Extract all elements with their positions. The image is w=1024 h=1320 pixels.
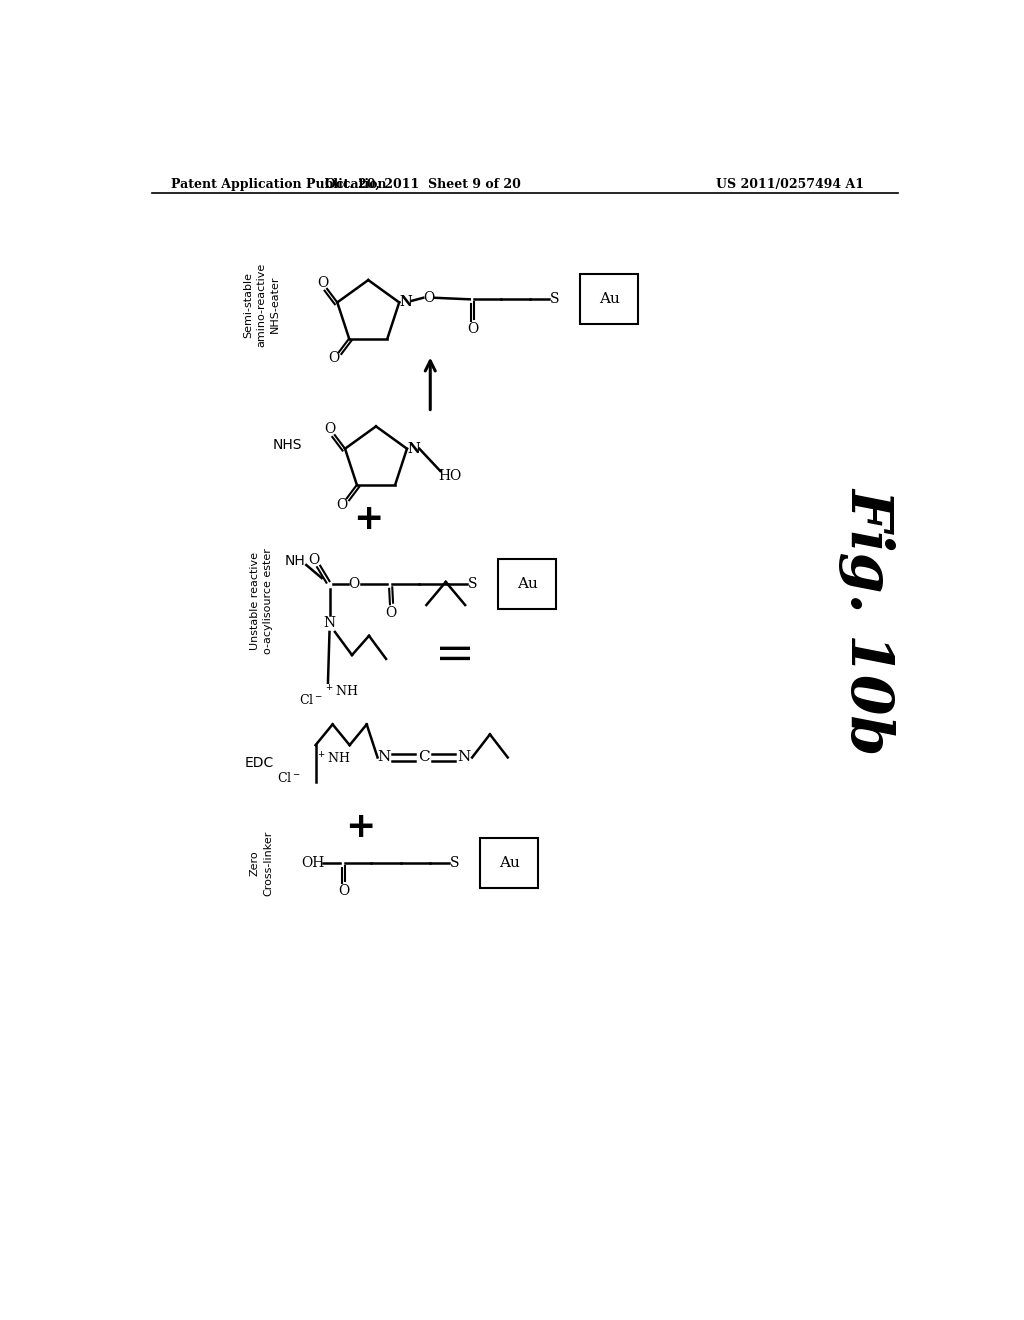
Text: N: N [399, 296, 413, 309]
Text: N: N [324, 615, 336, 630]
Text: Au: Au [499, 855, 520, 870]
Text: O: O [349, 577, 359, 591]
Text: EDC: EDC [245, 756, 274, 770]
Text: N: N [377, 751, 390, 764]
Text: $^+$NH: $^+$NH [316, 751, 350, 767]
Text: O: O [338, 884, 349, 899]
Text: NHS: NHS [272, 438, 302, 451]
Bar [480, 838, 539, 888]
Text: O: O [467, 322, 478, 335]
Text: O: O [308, 553, 319, 566]
Text: Fig. 10b: Fig. 10b [840, 487, 897, 754]
Text: O: O [423, 290, 434, 305]
Text: Cl$^-$: Cl$^-$ [299, 693, 323, 706]
Text: N: N [408, 442, 420, 455]
Text: Semi-stable
amino-reactive
NHS-eater: Semi-stable amino-reactive NHS-eater [243, 263, 280, 347]
Text: Oct. 20, 2011  Sheet 9 of 20: Oct. 20, 2011 Sheet 9 of 20 [325, 178, 520, 190]
Text: S: S [451, 855, 460, 870]
Text: Cl$^-$: Cl$^-$ [278, 771, 301, 785]
Text: C: C [418, 751, 430, 764]
Text: N: N [458, 751, 471, 764]
Text: Unstable reactive
o-acylisource ester: Unstable reactive o-acylisource ester [250, 548, 273, 655]
Text: O: O [316, 276, 328, 289]
Text: ||: || [437, 638, 467, 660]
Text: Au: Au [517, 577, 538, 591]
Text: +: + [353, 502, 383, 536]
Text: S: S [468, 577, 477, 591]
Text: O: O [329, 351, 340, 366]
Bar [581, 275, 638, 325]
Text: NH: NH [285, 554, 305, 568]
Text: Patent Application Publication: Patent Application Publication [171, 178, 386, 190]
Text: OH: OH [301, 855, 324, 870]
Text: O: O [336, 498, 347, 512]
Text: Zero
Cross-linker: Zero Cross-linker [250, 830, 273, 896]
Bar [498, 560, 556, 610]
Text: S: S [550, 292, 560, 306]
Text: O: O [385, 606, 396, 619]
Text: +: + [345, 809, 376, 843]
Text: Au: Au [599, 292, 620, 306]
Text: O: O [325, 422, 336, 436]
Text: HO: HO [438, 469, 461, 483]
Text: $^+$NH: $^+$NH [324, 684, 358, 700]
Text: US 2011/0257494 A1: US 2011/0257494 A1 [716, 178, 864, 190]
